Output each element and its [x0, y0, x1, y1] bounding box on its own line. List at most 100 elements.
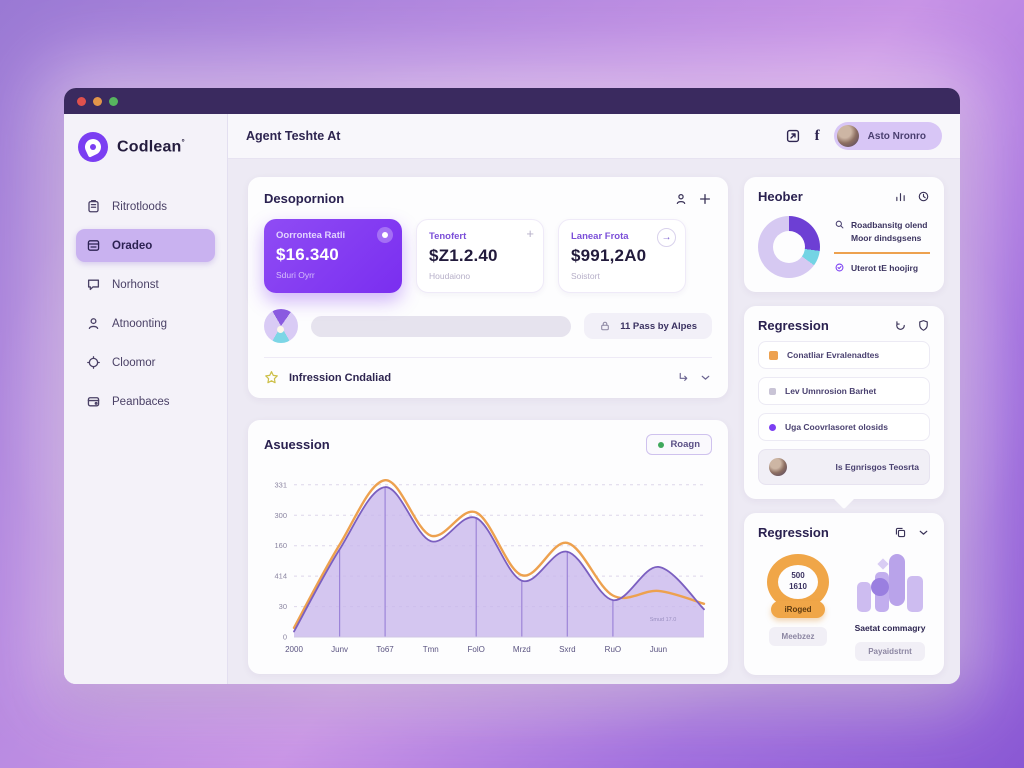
- chart-title: Asuession: [264, 437, 330, 452]
- y-tick-label: 30: [279, 602, 287, 611]
- sidebar: Codlean° Ritrotloods Oradeo Norhonst Atnoon…: [64, 114, 228, 684]
- regression-item-4[interactable]: Is Egnrisgos Teosrta: [758, 449, 930, 485]
- copy-icon[interactable]: [894, 526, 907, 539]
- arrow-icon[interactable]: →: [657, 228, 676, 247]
- overview-title: Desopornion: [264, 191, 345, 206]
- overview-card: Desopornion Oorron: [248, 177, 728, 398]
- minimize-window-button[interactable]: [93, 96, 102, 106]
- avatar: [769, 458, 787, 476]
- maximize-window-button[interactable]: [109, 96, 118, 106]
- star-icon: [265, 371, 278, 384]
- people-illustration: [855, 554, 925, 616]
- stat-sub: Sduri Oyrr: [276, 270, 315, 280]
- stat-label: Tenofert: [429, 231, 467, 242]
- stat-card-1[interactable]: Oorrontea Ratli $16.340 Sduri Oyrr: [264, 219, 402, 293]
- stat-card-3[interactable]: → Lanear Frota $991,2A0 Soistort: [558, 219, 686, 293]
- close-window-button[interactable]: [77, 96, 86, 106]
- regression-item-label: Lev Umnrosion Barhet: [785, 386, 877, 396]
- y-tick-label: 160: [274, 541, 287, 550]
- x-tick-label: FolO: [468, 645, 485, 654]
- stat-value: $Z1.2.40: [429, 246, 498, 265]
- stat-value: $991,2A0: [571, 246, 647, 265]
- illustration-pill-button[interactable]: Payaidstrnt: [855, 642, 925, 661]
- heober-legend-line1: Roadbansitg olend: [851, 220, 928, 231]
- stat-label: Lanear Frota: [571, 231, 629, 242]
- x-tick-label: Juun: [650, 645, 667, 654]
- sidebar-item-label: Atnoonting: [112, 317, 167, 330]
- return-arrow-icon[interactable]: [677, 371, 690, 384]
- mini-pie-icon: [264, 309, 298, 343]
- gauge-caption-button[interactable]: Meebzez: [768, 627, 828, 646]
- lock-icon: [601, 321, 610, 331]
- sidebar-item-atnoonting[interactable]: Atnoonting: [76, 307, 215, 340]
- wallet-icon: [86, 394, 101, 409]
- badge-icon[interactable]: [377, 227, 393, 243]
- x-tick-label: 2000: [285, 645, 303, 654]
- clock-icon[interactable]: [917, 190, 930, 203]
- chevron-down-icon[interactable]: [699, 371, 712, 384]
- chat-icon: [86, 277, 101, 292]
- sidebar-item-label: Oradeo: [112, 239, 153, 252]
- page-title: Agent Teshte At: [246, 129, 341, 143]
- app-logo-icon: [78, 132, 108, 162]
- stat-sub: Houdaiono: [429, 271, 471, 281]
- sidebar-item-label: Cloomor: [112, 356, 156, 369]
- stat-card-2[interactable]: + Tenofert $Z1.2.40 Houdaiono: [416, 219, 544, 293]
- sidebar-item-label: Peanbaces: [112, 395, 170, 408]
- sidebar-item-peanbaces[interactable]: Peanbaces: [76, 385, 215, 418]
- regression-widgets-title: Regression: [758, 525, 829, 540]
- area-fill: [294, 487, 704, 637]
- export-icon[interactable]: [785, 128, 801, 144]
- sidebar-nav: Ritrotloods Oradeo Norhonst Atnoonting Cloom…: [76, 190, 215, 418]
- app-window: Codlean° Ritrotloods Oradeo Norhonst Atnoon…: [64, 88, 960, 684]
- chevron-down-icon[interactable]: [917, 526, 930, 539]
- panel-icon: [86, 238, 101, 253]
- chart-legend-toggle[interactable]: Roagn: [646, 434, 712, 455]
- gauge-pill-button[interactable]: iRoged: [771, 601, 825, 618]
- facebook-icon[interactable]: f: [814, 127, 820, 144]
- window-titlebar[interactable]: [64, 88, 960, 114]
- y-tick-label: 331: [274, 480, 287, 489]
- heober-legend-line2: Moor dindsgsens: [851, 233, 922, 244]
- plus-icon[interactable]: +: [526, 226, 534, 241]
- topbar: Agent Teshte At f Asto Nronro: [228, 114, 960, 159]
- chart-card: Asuession Roagn 331 300 160 414 30 0 2000 Junv T…: [248, 420, 728, 674]
- person-icon[interactable]: [674, 192, 688, 206]
- user-menu[interactable]: Asto Nronro: [833, 122, 942, 150]
- x-tick-label: RuO: [605, 645, 621, 654]
- badge-check-icon: [835, 263, 844, 272]
- puzzle-icon: [86, 355, 101, 370]
- heober-card: Heober: [744, 177, 944, 292]
- add-icon[interactable]: [698, 192, 712, 206]
- passes-button[interactable]: 11 Pass by Alpes: [584, 313, 712, 339]
- regression-item-1[interactable]: Conatliar Evralenadtes: [758, 341, 930, 369]
- sidebar-item-oradeo[interactable]: Oradeo: [76, 229, 215, 262]
- status-label: Infression Cndaliad: [289, 371, 392, 384]
- legend-label: Roagn: [670, 439, 700, 450]
- chart-annotation: Smud 17.0: [650, 617, 677, 623]
- sidebar-item-ritrotloods[interactable]: Ritrotloods: [76, 190, 215, 223]
- sidebar-item-cloomor[interactable]: Cloomor: [76, 346, 215, 379]
- sidebar-item-norhonst[interactable]: Norhonst: [76, 268, 215, 301]
- regression-item-label: Is Egnrisgos Teosrta: [835, 462, 919, 472]
- regression-item-label: Conatliar Evralenadtes: [787, 350, 880, 360]
- chart-bars-icon[interactable]: [894, 190, 907, 203]
- illustration-caption: Saetat commagry: [854, 623, 926, 633]
- refresh-icon[interactable]: [894, 319, 907, 332]
- app-logo-text: Codlean°: [117, 137, 185, 156]
- regression-item-2[interactable]: Lev Umnrosion Barhet: [758, 377, 930, 405]
- shield-icon[interactable]: [917, 319, 930, 332]
- x-tick-label: To67: [376, 645, 394, 654]
- purple-dot-icon: [769, 423, 776, 431]
- orange-divider: [834, 251, 930, 254]
- gray-square-icon: [769, 387, 776, 395]
- x-tick-label: Sxrd: [559, 645, 575, 654]
- user-icon: [86, 316, 101, 331]
- sidebar-item-label: Norhonst: [112, 278, 159, 291]
- regression-item-label: Uga Coovrlasoret olosids: [785, 422, 888, 432]
- orange-square-icon: [769, 350, 778, 360]
- regression-item-3[interactable]: Uga Coovrlasoret olosids: [758, 413, 930, 441]
- search-icon: [835, 221, 844, 229]
